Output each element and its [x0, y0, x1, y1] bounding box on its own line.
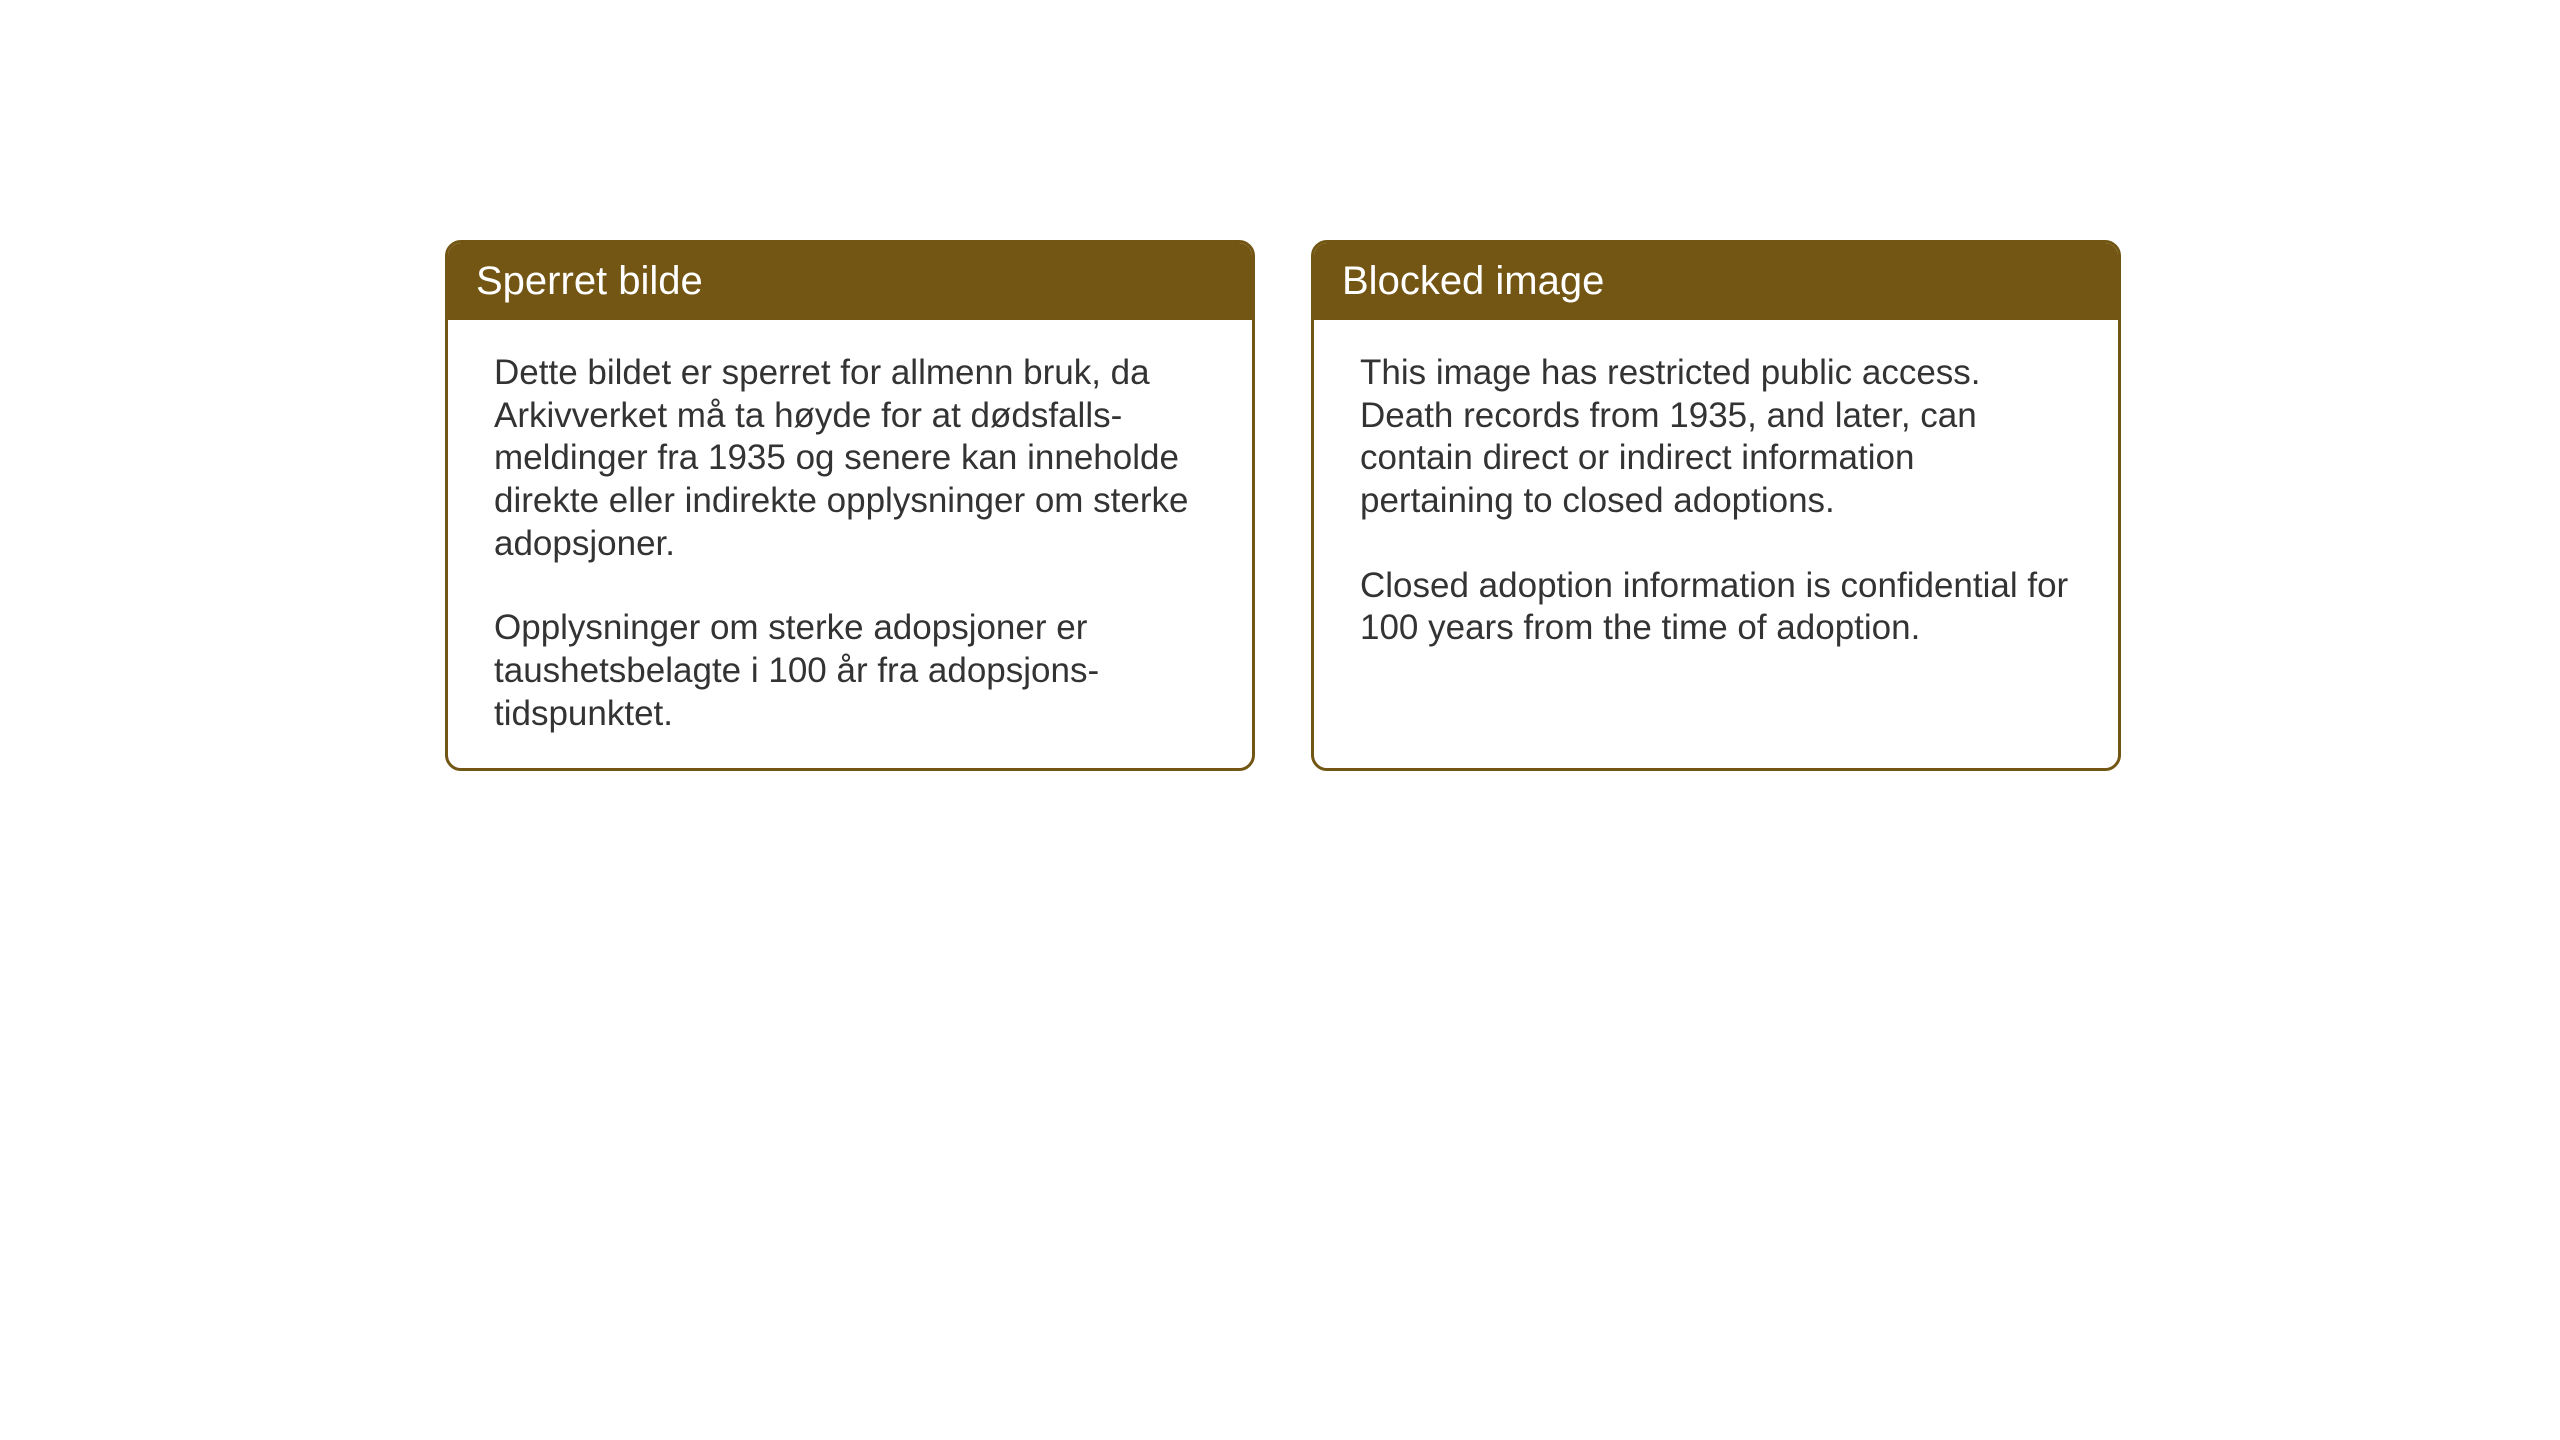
norwegian-paragraph-2: Opplysninger om sterke adopsjoner er tau…	[494, 607, 1206, 735]
english-card-title: Blocked image	[1342, 259, 1604, 303]
english-card-header: Blocked image	[1314, 243, 2118, 320]
english-notice-card: Blocked image This image has restricted …	[1311, 240, 2121, 771]
english-card-body: This image has restricted public access.…	[1314, 320, 2118, 682]
norwegian-card-title: Sperret bilde	[476, 259, 703, 303]
notice-container: Sperret bilde Dette bildet er sperret fo…	[445, 240, 2121, 771]
english-paragraph-2: Closed adoption information is confident…	[1360, 565, 2072, 650]
norwegian-paragraph-1: Dette bildet er sperret for allmenn bruk…	[494, 352, 1206, 565]
norwegian-notice-card: Sperret bilde Dette bildet er sperret fo…	[445, 240, 1255, 771]
norwegian-card-header: Sperret bilde	[448, 243, 1252, 320]
norwegian-card-body: Dette bildet er sperret for allmenn bruk…	[448, 320, 1252, 768]
english-paragraph-1: This image has restricted public access.…	[1360, 352, 2072, 523]
